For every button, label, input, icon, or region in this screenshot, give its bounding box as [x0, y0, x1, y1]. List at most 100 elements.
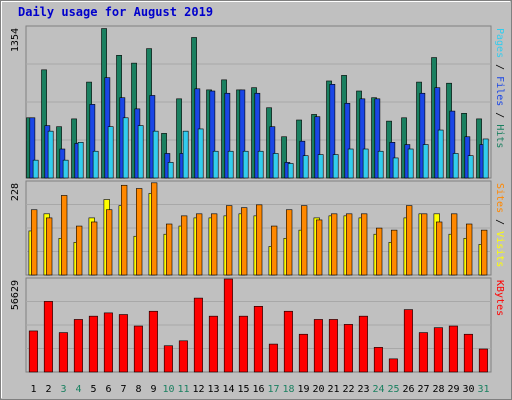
x-tick-label-day-7: 7 — [120, 384, 126, 395]
bottom-panel-ymax-label: 56629 — [10, 280, 21, 310]
sites-bar-day-31 — [480, 229, 488, 276]
hits-bar-day-2 — [41, 69, 47, 179]
sites-bar-day-5 — [91, 221, 98, 276]
sites-bar-day-16 — [255, 204, 263, 276]
axis-name-sites: Sites — [494, 183, 505, 213]
middle-panel: 228 Sites / Visits — [10, 180, 505, 276]
sites-bar-day-14 — [226, 205, 233, 276]
sites-bar-day-10 — [166, 223, 173, 276]
sites-bar-day-30 — [465, 223, 473, 276]
pages-bar-day-19 — [302, 155, 309, 179]
sites-bar-day-7 — [121, 184, 128, 276]
pages-bar-day-14 — [227, 150, 234, 179]
files-bar-day-23 — [359, 98, 366, 179]
kbytes-bar-day-6 — [103, 312, 113, 373]
top-panel-axis-name: Pages / Files / Hits — [494, 28, 505, 148]
middle-panel-ymax-label: 228 — [10, 183, 21, 201]
pages-bar-day-9 — [152, 130, 159, 179]
kbytes-bar-day-20 — [313, 319, 323, 373]
pages-bar-day-11 — [182, 130, 189, 179]
pages-bar-day-18 — [287, 163, 294, 179]
kbytes-bar-day-7 — [118, 314, 128, 373]
x-tick-label-day-16: 16 — [252, 384, 264, 395]
files-bar-day-21 — [329, 84, 336, 179]
x-tick-label-day-29: 29 — [447, 384, 459, 395]
kbytes-bar-day-25 — [388, 358, 398, 373]
files-bar-day-15 — [239, 89, 246, 179]
pages-bar-day-15 — [242, 150, 249, 179]
x-tick-label-day-5: 5 — [90, 384, 96, 395]
kbytes-bar-day-19 — [298, 333, 308, 373]
pages-bar-day-23 — [362, 148, 369, 179]
kbytes-bar-day-16 — [253, 306, 263, 373]
middle-panel-axis-name: Sites / Visits — [494, 183, 505, 267]
x-tick-label-day-15: 15 — [237, 384, 249, 395]
x-tick-label-day-27: 27 — [417, 384, 429, 395]
kbytes-bar-day-21 — [328, 319, 338, 373]
x-tick-label-day-1: 1 — [30, 384, 36, 395]
x-tick-label-day-12: 12 — [192, 384, 204, 395]
sites-bar-day-17 — [270, 225, 278, 276]
axis-name-files: Files — [494, 76, 505, 106]
x-tick-label-day-9: 9 — [150, 384, 156, 395]
pages-bar-day-25 — [392, 157, 399, 179]
pages-bar-day-22 — [347, 148, 354, 179]
x-tick-label-day-25: 25 — [387, 384, 399, 395]
x-tick-label-day-4: 4 — [75, 384, 81, 395]
sites-bar-day-27 — [420, 213, 428, 276]
x-tick-label-day-20: 20 — [312, 384, 324, 395]
kbytes-bar-day-31 — [478, 348, 488, 373]
sites-bar-day-28 — [435, 221, 443, 276]
sites-bar-day-18 — [285, 209, 293, 276]
axis-name-pages: Pages — [494, 28, 505, 58]
series-sites — [30, 182, 488, 276]
axis-name-separator: / — [494, 106, 505, 124]
sites-bar-day-23 — [360, 213, 368, 276]
pages-bar-day-28 — [437, 129, 444, 179]
axis-name-separator: / — [494, 58, 505, 76]
x-tick-label-day-23: 23 — [357, 384, 369, 395]
files-bar-day-29 — [449, 110, 456, 179]
sites-bar-day-3 — [60, 195, 68, 276]
files-bar-day-14 — [224, 92, 231, 179]
pages-bar-day-2 — [47, 130, 54, 179]
pages-bar-day-17 — [272, 153, 279, 179]
kbytes-bar-day-8 — [133, 325, 143, 373]
sites-bar-day-26 — [405, 205, 413, 276]
x-tick-label-day-31: 31 — [477, 384, 489, 395]
pages-bar-day-4 — [77, 142, 84, 179]
pages-bar-day-12 — [197, 128, 204, 179]
pages-bar-day-31 — [482, 138, 489, 179]
kbytes-bar-day-13 — [208, 315, 218, 373]
sites-bar-day-21 — [330, 213, 338, 276]
sites-bar-day-29 — [450, 213, 458, 276]
pages-bar-day-24 — [377, 150, 384, 179]
series-kbytes — [28, 278, 488, 373]
x-tick-label-day-14: 14 — [222, 384, 234, 395]
pages-bar-day-16 — [257, 150, 264, 179]
sites-bar-day-19 — [300, 205, 308, 276]
sites-bar-day-15 — [241, 207, 248, 276]
sites-bar-day-2 — [45, 217, 53, 276]
files-bar-day-17 — [269, 126, 276, 179]
sites-bar-day-25 — [390, 229, 398, 276]
x-axis-day-labels: 1 2 3 4 5 6 7 8 9 10 11 12 13 14 15 16 17 18 19 20 21 22 23 24 2… — [30, 384, 489, 395]
kbytes-bar-day-29 — [448, 325, 458, 373]
files-bar-day-1 — [29, 117, 36, 179]
pages-bar-day-6 — [107, 126, 114, 179]
bottom-panel-axis-name: KBytes — [494, 280, 505, 316]
sites-bar-day-4 — [76, 225, 83, 276]
pages-bar-day-13 — [212, 150, 219, 179]
kbytes-bar-day-1 — [28, 330, 38, 373]
kbytes-bar-day-26 — [403, 309, 413, 373]
chart-title: Daily usage for August 2019 — [18, 5, 213, 19]
x-tick-label-day-30: 30 — [462, 384, 474, 395]
pages-bar-day-5 — [92, 150, 99, 179]
kbytes-bar-day-9 — [148, 310, 158, 373]
kbytes-bar-day-2 — [43, 301, 53, 373]
kbytes-bar-day-10 — [163, 345, 173, 373]
sites-bar-day-11 — [181, 215, 188, 276]
sites-bar-day-9 — [151, 182, 158, 276]
kbytes-bar-day-11 — [178, 340, 188, 373]
kbytes-bar-day-18 — [283, 310, 293, 373]
